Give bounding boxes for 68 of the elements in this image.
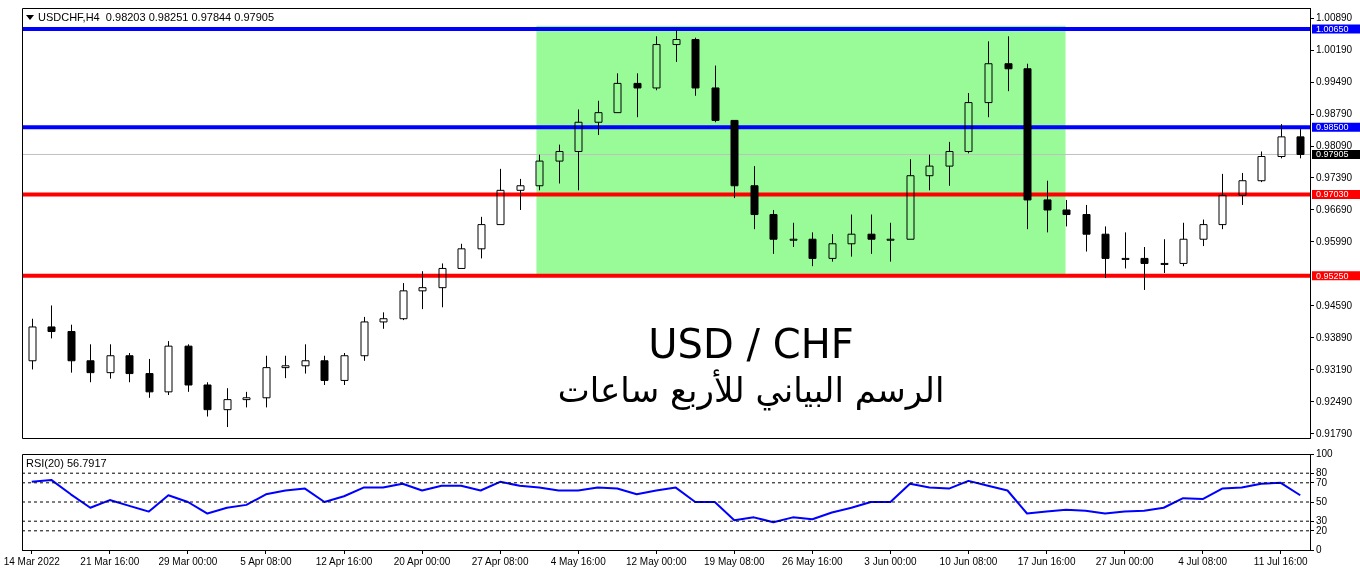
candlestick [340, 352, 349, 386]
candlestick [379, 311, 388, 330]
annotation: USD / CHF [648, 321, 854, 368]
y-tick-label: 100 [1316, 447, 1334, 459]
ref-line-label: 0.97030 [1316, 189, 1349, 200]
y-tick-label: 0.94590 [1316, 299, 1353, 311]
y-tick-label: 0 [1316, 543, 1322, 555]
candlestick [652, 35, 661, 91]
x-tick-label: 19 May 08:00 [704, 555, 766, 567]
candlestick [906, 158, 915, 240]
x-tick-label: 27 Apr 08:00 [471, 555, 529, 567]
ref-line-label: 0.97905 [1316, 149, 1349, 160]
ref-line-label: 0.98500 [1316, 122, 1349, 133]
y-tick-label: 70 [1316, 476, 1328, 488]
candlestick [360, 316, 369, 362]
candlestick [399, 282, 408, 320]
y-tick-label: 0.95990 [1316, 235, 1353, 247]
y-tick-label: 1.00890 [1316, 11, 1353, 23]
x-tick-label: 20 Apr 00:00 [393, 555, 451, 567]
x-tick-label: 3 Jun 00:00 [864, 555, 917, 567]
y-tick-label: 0.92490 [1316, 395, 1353, 407]
candlestick [613, 72, 622, 114]
candlestick [457, 243, 466, 269]
y-tick-label: 0.98090 [1316, 139, 1353, 151]
y-tick-label: 0.91790 [1316, 427, 1353, 439]
ref-line-label: 1.00650 [1316, 24, 1349, 34]
x-tick-label: 5 Apr 08:00 [240, 555, 292, 567]
x-tick-label: 10 Jun 08:00 [939, 555, 998, 567]
x-tick-label: 4 Jul 08:00 [1178, 555, 1228, 567]
candlestick [1121, 231, 1130, 269]
y-tick-label: 0.99490 [1316, 75, 1353, 87]
x-tick-label: 21 Mar 16:00 [80, 555, 140, 567]
candlestick [418, 270, 427, 310]
ref-line-label: 0.95250 [1316, 270, 1349, 281]
x-tick-label: 29 Mar 00:00 [158, 555, 218, 567]
chart-title: USDCHF,H4 0.98203 0.98251 0.97844 0.97905 [38, 11, 275, 23]
x-tick-label: 11 Jul 16:00 [1253, 555, 1309, 567]
candlestick [1160, 238, 1169, 274]
y-tick-label: 0.93890 [1316, 331, 1353, 343]
y-tick-label: 20 [1316, 524, 1328, 536]
candlestick [164, 340, 173, 396]
x-tick-label: 12 Apr 16:00 [315, 555, 373, 567]
y-tick-label: 0.97390 [1316, 171, 1353, 183]
candlestick [789, 222, 798, 248]
x-tick-label: 26 May 16:00 [782, 555, 844, 567]
x-tick-label: 4 May 16:00 [550, 555, 607, 567]
candlestick [242, 391, 251, 408]
x-tick-label: 17 Jun 16:00 [1017, 555, 1076, 567]
y-tick-label: 50 [1316, 495, 1328, 507]
candlestick [886, 222, 895, 263]
y-tick-label: 0.98790 [1316, 107, 1353, 119]
x-tick-label: 27 Jun 00:00 [1095, 555, 1154, 567]
y-tick-label: 30 [1316, 514, 1328, 526]
candlestick [964, 92, 973, 154]
candlestick [516, 178, 525, 211]
candlestick [672, 29, 681, 63]
x-tick-label: 14 Mar 2022 [3, 555, 61, 567]
x-tick-label: 12 May 00:00 [625, 555, 687, 567]
y-tick-label: 0.96690 [1316, 203, 1353, 215]
candlestick [1257, 150, 1266, 182]
annotation: الرسم البياني للأربع ساعات [557, 368, 945, 411]
candlestick [301, 343, 310, 375]
y-tick-label: 0.93190 [1316, 363, 1353, 375]
candlestick [281, 355, 290, 379]
candlestick [555, 144, 564, 184]
chart-title: RSI(20) 56.7917 [26, 457, 107, 469]
y-tick-label: 80 [1316, 466, 1328, 478]
y-tick-label: 1.00190 [1316, 43, 1353, 55]
